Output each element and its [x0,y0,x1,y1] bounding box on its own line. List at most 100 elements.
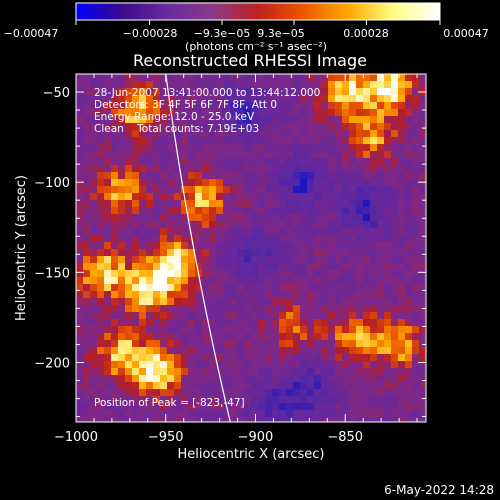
heatmap-cell [265,277,273,285]
heatmap-cell [391,123,399,131]
heatmap-cell [391,74,399,82]
heatmap-cell [111,326,119,334]
heatmap-cell [293,277,301,285]
heatmap-cell [265,221,273,229]
heatmap-cell [314,403,322,411]
heatmap-cell [146,298,154,306]
heatmap-cell [139,109,147,117]
heatmap-cell [286,137,294,145]
heatmap-cell [279,403,287,411]
heatmap-cell [328,263,336,271]
heatmap-cell [97,186,105,194]
heatmap-cell [230,242,238,250]
heatmap-cell [104,123,112,131]
heatmap-cell [76,116,84,124]
heatmap-cell [398,249,406,257]
heatmap-cell [97,389,105,397]
heatmap-cell [377,137,385,145]
heatmap-cell [230,249,238,257]
heatmap-cell [363,193,371,201]
heatmap-cell [377,151,385,159]
heatmap-cell [139,172,147,180]
heatmap-cell [286,354,294,362]
heatmap-cell [370,410,378,418]
heatmap-cell [377,249,385,257]
heatmap-cell [342,284,350,292]
heatmap-cell [195,193,203,201]
heatmap-cell [265,403,273,411]
heatmap-cell [139,284,147,292]
heatmap-cell [363,221,371,229]
heatmap-cell [342,249,350,257]
heatmap-cell [391,389,399,397]
heatmap-cell [314,410,322,418]
heatmap-cell [265,291,273,299]
heatmap-cell [363,277,371,285]
heatmap-cell [188,354,196,362]
heatmap-cell [258,158,266,166]
heatmap-cell [202,193,210,201]
heatmap-cell [153,74,161,82]
heatmap-cell [174,249,182,257]
heatmap-cell [244,284,252,292]
heatmap-cell [90,277,98,285]
heatmap-cell [342,347,350,355]
heatmap-cell [384,214,392,222]
heatmap-cell [104,207,112,215]
heatmap-cell [223,270,231,278]
heatmap-cell [335,165,343,173]
heatmap-cell [167,284,175,292]
heatmap-cell [195,116,203,124]
heatmap-cell [356,333,364,341]
heatmap-cell [251,102,259,110]
heatmap-cell [328,319,336,327]
heatmap-cell [342,326,350,334]
heatmap-cell [321,221,329,229]
heatmap-cell [202,270,210,278]
heatmap-cell [209,354,217,362]
heatmap-cell [139,123,147,131]
heatmap-cell [335,305,343,313]
heatmap-cell [265,417,273,422]
heatmap-cell [363,361,371,369]
heatmap-cell [398,179,406,187]
heatmap-cell [174,382,182,390]
heatmap-cell [251,291,259,299]
heatmap-cell [370,165,378,173]
plot-frame [75,73,427,423]
heatmap-cell [97,151,105,159]
heatmap-cell [237,249,245,257]
heatmap-cell [412,263,420,271]
heatmap-cell [125,186,133,194]
heatmap-cell [209,305,217,313]
heatmap-cell [97,305,105,313]
heatmap-cell [279,382,287,390]
heatmap-cell [118,221,126,229]
heatmap-cell [342,263,350,271]
heatmap-cell [300,81,308,89]
heatmap-cell [153,312,161,320]
heatmap-cell [118,207,126,215]
heatmap-cell [188,277,196,285]
heatmap-cell [391,200,399,208]
solar-limb-curve [165,74,231,422]
heatmap-cell [412,368,420,376]
heatmap-cell [216,172,224,180]
heatmap-cell [244,382,252,390]
heatmap-cell [216,312,224,320]
heatmap-cell [237,235,245,243]
heatmap-cell [321,291,329,299]
heatmap-cell [258,242,266,250]
heatmap-cell [237,116,245,124]
heatmap-cell [258,102,266,110]
heatmap-cell [272,151,280,159]
heatmap-cell [118,396,126,404]
heatmap-cell [272,186,280,194]
heatmap-cell [265,144,273,152]
heatmap-cell [377,270,385,278]
heatmap-cell [223,214,231,222]
heatmap-cell [118,410,126,418]
heatmap-cell [160,354,168,362]
heatmap-cell [153,263,161,271]
heatmap-cell [370,354,378,362]
